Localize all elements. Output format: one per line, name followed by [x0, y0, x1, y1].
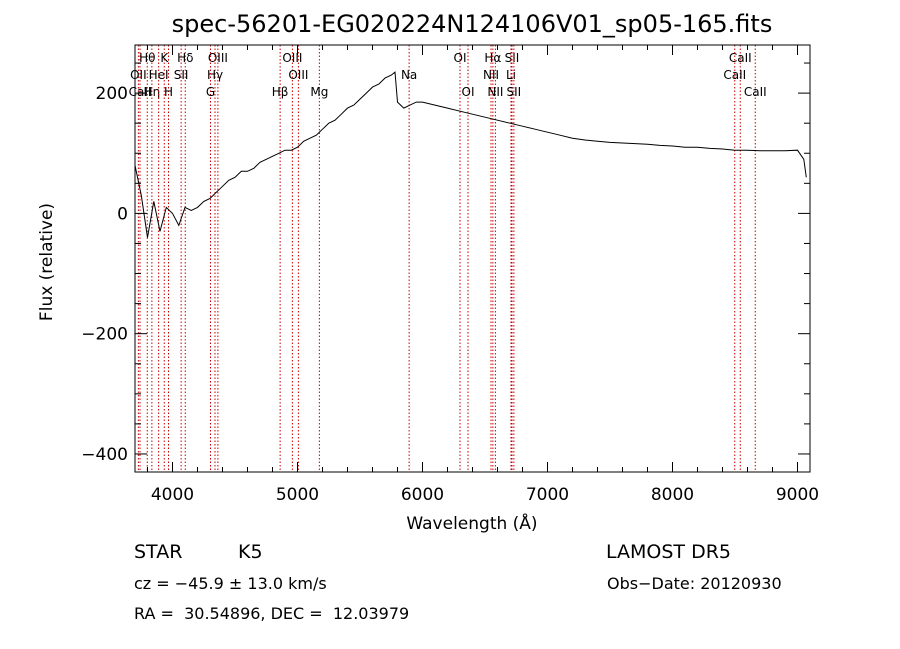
line-label: Hη — [144, 85, 161, 99]
line-label: SII — [505, 51, 520, 65]
class-label: STAR — [134, 541, 183, 563]
line-label: HeI — [149, 68, 169, 82]
line-label: CaII — [723, 68, 746, 82]
line-label: CaII — [129, 85, 152, 99]
line-label: OI — [462, 85, 475, 99]
coordinates-text: RA = 30.54896, DEC = 12.03979 — [134, 604, 410, 623]
line-label: K — [160, 51, 169, 65]
line-label: Mg — [310, 85, 328, 99]
line-label: H — [164, 85, 173, 99]
survey-label: LAMOST DR5 — [606, 541, 731, 563]
line-label: OII — [130, 68, 147, 82]
line-label: Li — [506, 68, 516, 82]
obs-date-text: Obs−Date: 20120930 — [607, 574, 782, 593]
y-tick-label: −400 — [81, 445, 128, 465]
x-tick-label: 4000 — [151, 485, 194, 505]
line-label: OIII — [288, 68, 308, 82]
spectrum-line — [134, 71, 807, 238]
line-label: Hδ — [177, 51, 193, 65]
line-label: OIII — [282, 51, 302, 65]
line-label: SII — [507, 85, 522, 99]
subclass-label: K5 — [238, 541, 263, 563]
y-axis: −400 −200 0 200 — [81, 62, 810, 465]
line-label: SII — [174, 68, 189, 82]
line-label: CaII — [729, 51, 752, 65]
x-tick-label: 5000 — [276, 485, 319, 505]
x-axis-label: Wavelength (Å) — [406, 512, 537, 534]
line-label: NII — [487, 85, 503, 99]
x-tick-label: 6000 — [401, 485, 444, 505]
y-tick-label: −200 — [81, 325, 128, 345]
line-label: Na — [401, 68, 417, 82]
redshift-text: cz = −45.9 ± 13.0 km/s — [134, 574, 327, 593]
x-tick-label: 7000 — [526, 485, 569, 505]
line-label: Hθ — [139, 51, 155, 65]
line-label: OI — [454, 51, 467, 65]
line-label: G — [206, 85, 215, 99]
chart-title: spec-56201-EG020224N124106V01_sp05-165.f… — [172, 10, 773, 38]
line-label: Hβ — [272, 85, 289, 99]
x-axis: 4000 5000 6000 7000 8000 9000 — [147, 45, 819, 505]
line-label: Hα — [484, 51, 501, 65]
line-label: Hγ — [207, 68, 223, 82]
y-tick-label: 0 — [117, 204, 128, 224]
line-label: NII — [483, 68, 499, 82]
x-tick-label: 8000 — [651, 485, 694, 505]
y-axis-label: Flux (relative) — [37, 203, 57, 321]
line-label: CaII — [744, 85, 767, 99]
y-tick-label: 200 — [96, 84, 128, 104]
x-tick-label: 9000 — [776, 485, 819, 505]
plot-frame — [134, 44, 811, 473]
line-label: OIII — [208, 51, 228, 65]
